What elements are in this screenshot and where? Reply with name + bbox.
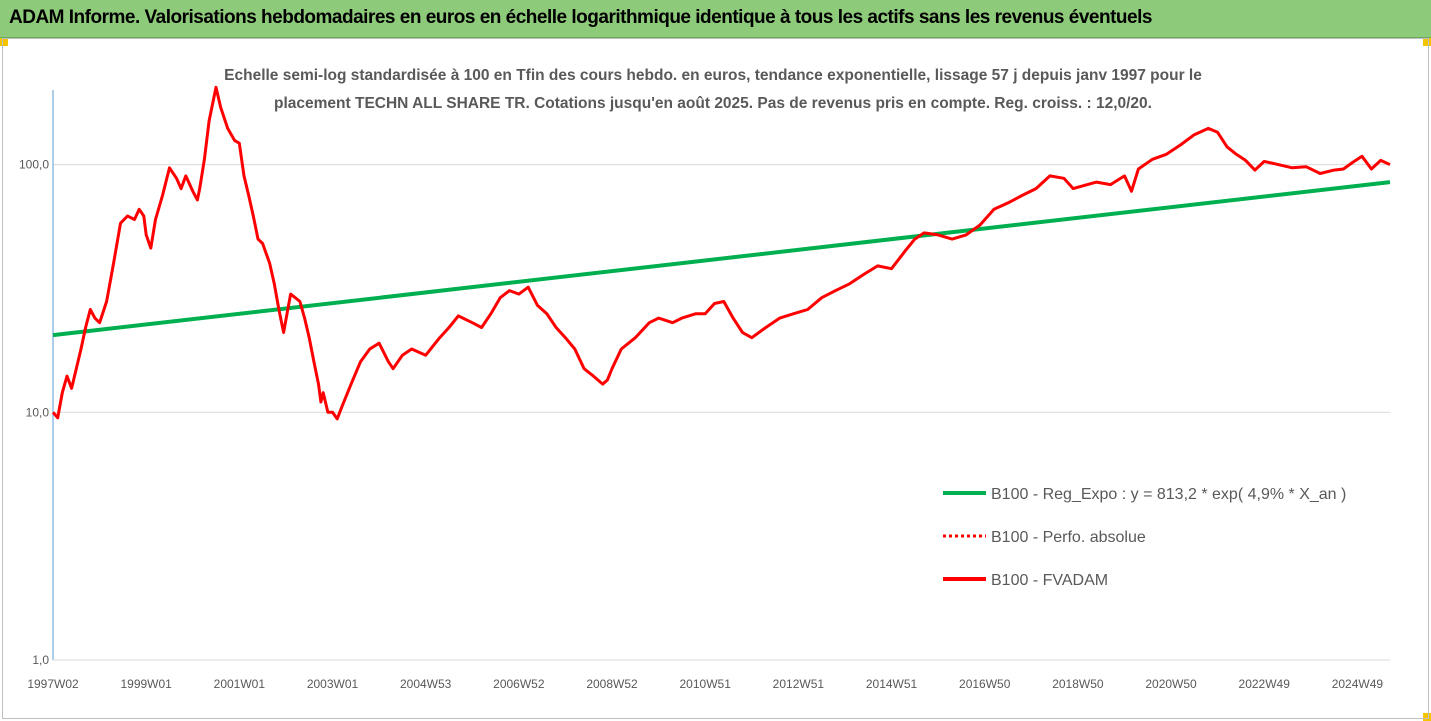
- x-tick-label: 2003W01: [307, 677, 359, 691]
- y-axis: 1,0 10,0 100,0: [19, 90, 54, 667]
- x-tick-label: 2016W50: [959, 677, 1011, 691]
- corner-accent-left: [0, 38, 8, 46]
- chart-frame: [2, 38, 1429, 719]
- chart-subtitle-line-2: placement TECHN ALL SHARE TR. Cotations …: [274, 95, 1152, 112]
- x-tick-label: 2010W51: [680, 677, 732, 691]
- fvadam-line: [51, 85, 1391, 421]
- gridlines: [53, 164, 1390, 661]
- chart-subtitle-line-1: Echelle semi-log standardisée à 100 en T…: [224, 67, 1202, 84]
- page-title: ADAM Informe. Valorisations hebdomadaire…: [9, 7, 1152, 28]
- header-bar: ADAM Informe. Valorisations hebdomadaire…: [0, 0, 1431, 38]
- x-tick-label: 2024W49: [1332, 677, 1384, 691]
- x-tick-label: 2004W53: [400, 677, 452, 691]
- x-tick-label: 2006W52: [493, 677, 545, 691]
- y-tick-label: 10,0: [26, 405, 50, 419]
- x-tick-label: 1999W01: [120, 677, 172, 691]
- x-axis: 1997W02 1999W01 2001W01 2003W01 2004W53 2006W…: [27, 659, 1390, 691]
- legend-label: B100 - Reg_Expo : y = 813,2 * exp( 4,9% …: [991, 486, 1346, 503]
- legend: B100 - Reg_Expo : y = 813,2 * exp( 4,9% …: [943, 486, 1346, 589]
- x-tick-label: 2008W52: [586, 677, 638, 691]
- corner-accent-right: [1423, 38, 1431, 46]
- legend-label: B100 - FVADAM: [991, 572, 1108, 589]
- x-tick-label: 2020W50: [1145, 677, 1197, 691]
- chart-subtitle: Echelle semi-log standardisée à 100 en T…: [224, 67, 1202, 112]
- x-tick-label: 1997W02: [27, 677, 79, 691]
- x-tick-label: 2018W50: [1052, 677, 1104, 691]
- y-tick-label: 100,0: [19, 158, 49, 172]
- legend-label: B100 - Perfo. absolue: [991, 529, 1146, 546]
- trend-line: [52, 180, 1391, 338]
- corner-accent-bottom-right: [1423, 713, 1431, 721]
- series-lines: [51, 85, 1391, 421]
- x-tick-label: 2001W01: [214, 677, 266, 691]
- x-tick-label: 2012W51: [773, 677, 825, 691]
- x-tick-label: 2014W51: [866, 677, 918, 691]
- x-tick-label: 2022W49: [1239, 677, 1291, 691]
- y-tick-label: 1,0: [32, 653, 49, 667]
